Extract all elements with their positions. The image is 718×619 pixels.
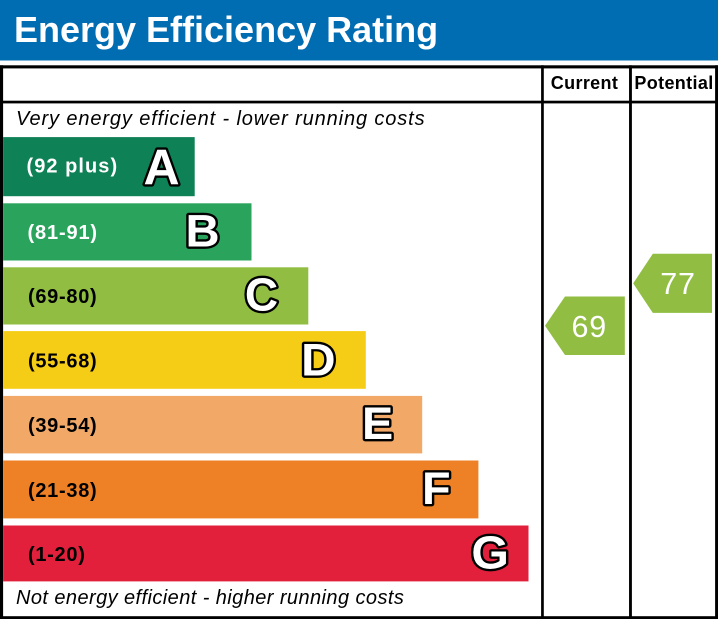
svg-text:(21-38): (21-38): [28, 480, 97, 502]
svg-text:77: 77: [660, 267, 696, 301]
svg-text:(39-54): (39-54): [28, 415, 97, 437]
svg-text:Current: Current: [551, 73, 618, 93]
svg-text:A: A: [143, 139, 179, 195]
svg-text:E: E: [362, 398, 393, 449]
svg-text:69: 69: [572, 310, 608, 344]
svg-text:Very energy efficient - lower: Very energy efficient - lower running co…: [16, 108, 426, 130]
svg-text:(69-80): (69-80): [28, 286, 97, 308]
svg-text:(1-20): (1-20): [28, 544, 86, 566]
svg-text:C: C: [245, 269, 278, 321]
svg-text:D: D: [301, 335, 335, 385]
svg-text:F: F: [422, 463, 451, 514]
svg-text:G: G: [471, 527, 509, 579]
svg-text:B: B: [185, 205, 219, 256]
svg-text:(55-68): (55-68): [28, 350, 97, 372]
svg-text:(92 plus): (92 plus): [27, 156, 119, 178]
svg-text:Energy Efficiency Rating: Energy Efficiency Rating: [14, 9, 438, 50]
svg-text:Potential: Potential: [634, 73, 713, 93]
svg-text:(81-91): (81-91): [28, 222, 98, 244]
svg-text:Not energy efficient - higher: Not energy efficient - higher running co…: [16, 587, 404, 609]
